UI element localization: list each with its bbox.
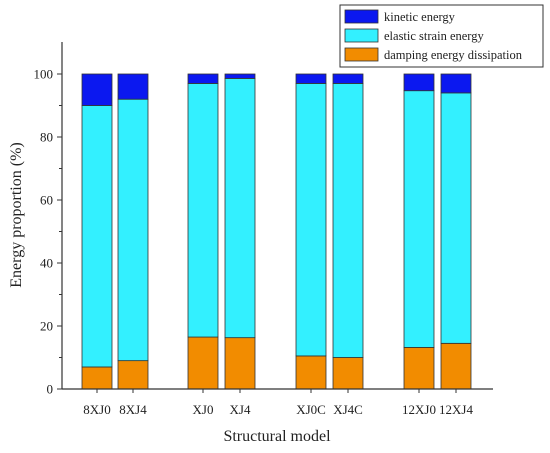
y-tick-label-60: 60 <box>40 193 53 208</box>
bar-segment-XJ0-1 <box>187 83 219 338</box>
bar-segment-XJ0C-0 <box>295 355 327 390</box>
bar-segment-12XJ0-1 <box>403 90 435 348</box>
bar-segment-8XJ4-2 <box>117 73 149 100</box>
legend-swatch-1 <box>344 28 379 43</box>
axes-layer: 8XJ0 8XJ4 XJ0 XJ4 XJ0C XJ4C 12XJ0 12XJ4 0 20 40 60 8… <box>8 42 493 445</box>
bar-segment-8XJ4-1 <box>117 98 149 362</box>
x-tick-label-12XJ4: 12XJ4 <box>439 402 473 417</box>
bar-segment-XJ0C-1 <box>295 83 327 357</box>
bar-segment-12XJ0-2 <box>403 73 435 92</box>
bar-segment-8XJ0-0 <box>81 366 113 390</box>
x-tick-label-XJ4: XJ4 <box>230 402 251 417</box>
bar-segment-XJ0-0 <box>187 336 219 390</box>
legend-swatch-0 <box>344 9 379 24</box>
bars-layer <box>81 73 472 390</box>
y-tick-label-100: 100 <box>34 67 54 82</box>
bar-segment-XJ4-0 <box>224 337 256 390</box>
y-tick-label-40: 40 <box>40 256 53 271</box>
y-axis-title: Energy proportion (%) <box>8 142 25 287</box>
legend-label-2: damping energy dissipation <box>384 48 523 62</box>
bar-segment-XJ4C-1 <box>332 83 364 358</box>
bar-segment-XJ4C-0 <box>332 357 364 390</box>
y-tick-label-20: 20 <box>40 319 53 334</box>
bar-segment-8XJ4-0 <box>117 360 149 390</box>
bar-segment-XJ4-2 <box>224 73 256 79</box>
legend-label-1: elastic strain energy <box>384 29 484 43</box>
bar-segment-XJ0-2 <box>187 73 219 84</box>
x-tick-label-XJ0C: XJ0C <box>296 402 326 417</box>
x-tick-label-8XJ0: 8XJ0 <box>83 402 110 417</box>
x-tick-label-XJ4C: XJ4C <box>333 402 363 417</box>
legend: kinetic energy elastic strain energy dampi… <box>339 4 544 68</box>
bar-segment-XJ0C-2 <box>295 73 327 84</box>
x-tick-label-XJ0: XJ0 <box>193 402 214 417</box>
bar-segment-12XJ0-0 <box>403 347 435 390</box>
bar-segment-8XJ0-1 <box>81 105 113 368</box>
x-axis-title: Structural model <box>223 428 331 445</box>
bar-segment-12XJ4-2 <box>440 73 472 94</box>
legend-label-0: kinetic energy <box>384 10 456 24</box>
bar-segment-XJ4C-2 <box>332 73 364 84</box>
y-tick-label-80: 80 <box>40 130 53 145</box>
legend-swatch-2 <box>344 47 379 62</box>
x-tick-label-8XJ4: 8XJ4 <box>119 402 147 417</box>
bar-segment-12XJ4-1 <box>440 92 472 344</box>
bar-segment-12XJ4-0 <box>440 342 472 390</box>
y-tick-label-0: 0 <box>47 382 54 397</box>
x-tick-label-12XJ0: 12XJ0 <box>402 402 436 417</box>
bar-segment-XJ4-1 <box>224 78 256 339</box>
bar-segment-8XJ0-2 <box>81 73 113 106</box>
